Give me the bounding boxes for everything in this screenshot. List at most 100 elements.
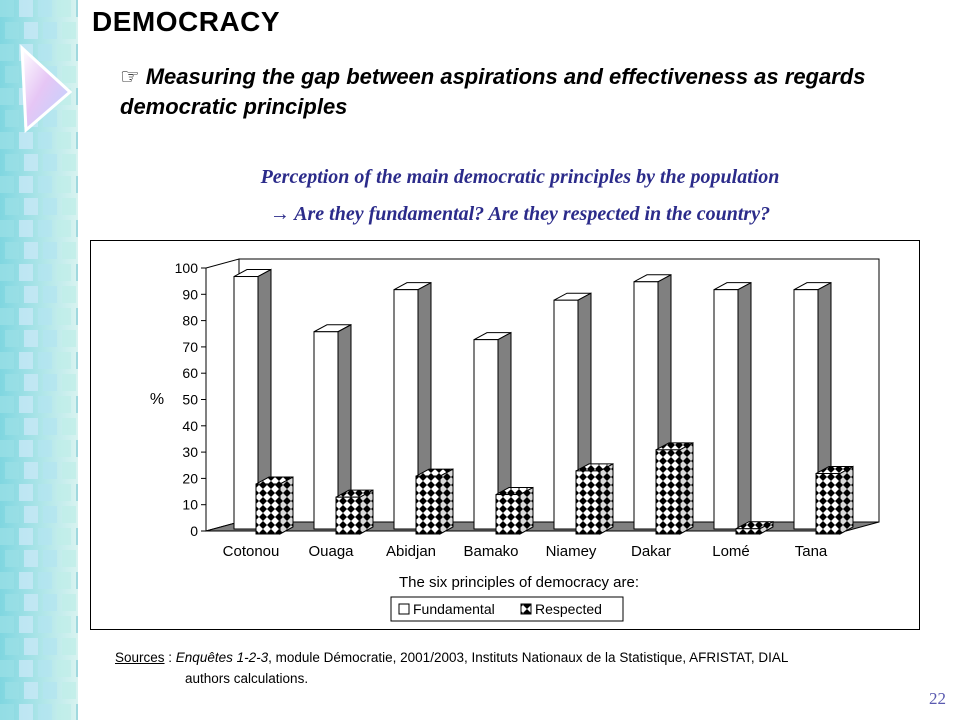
- x-tick-label: Bamako: [463, 543, 518, 560]
- sidebar-tile: [76, 660, 78, 677]
- bar-respected: [415, 475, 441, 535]
- sidebar-tile: [24, 682, 38, 699]
- sidebar-tile: [0, 176, 14, 193]
- sidebar-tile: [43, 506, 57, 523]
- bar-chart: 0 10 20 30 40 50 60 70 80 90 100 Cotonou Ouaga Abidj…: [150, 258, 880, 622]
- sidebar-tile: [57, 0, 71, 17]
- bar-fundamental: [713, 289, 739, 530]
- sidebar-tile: [0, 264, 14, 281]
- page-number: 22: [929, 689, 946, 708]
- x-tick-label: Lomé: [712, 543, 750, 560]
- sidebar-tile: [76, 44, 78, 61]
- sidebar-tile: [24, 286, 38, 303]
- y-tick-label: 0: [190, 523, 198, 539]
- sidebar-tile: [5, 198, 19, 215]
- sidebar-tile: [19, 572, 33, 589]
- sidebar-tile: [62, 198, 76, 215]
- sidebar-tile: [57, 660, 71, 677]
- sidebar-tile: [57, 396, 71, 413]
- chart-floor: [205, 521, 880, 532]
- sidebar-tile: [5, 330, 19, 347]
- sidebar-tile: [24, 462, 38, 479]
- sidebar-tile: [0, 572, 14, 589]
- bar-respected: [655, 449, 681, 535]
- x-tick-label: Ouaga: [308, 543, 354, 560]
- page-subtitle: ☞ Measuring the gap between aspirations a…: [120, 62, 940, 122]
- sidebar-tile: [38, 308, 52, 325]
- chart-frame: 0 10 20 30 40 50 60 70 80 90 100 Cotonou Ouaga Abidj…: [90, 240, 920, 630]
- sidebar-tile: [62, 594, 76, 611]
- sidebar-tile: [5, 462, 19, 479]
- sidebar-tile: [19, 440, 33, 457]
- sidebar-tile: [57, 44, 71, 61]
- sidebar-tile: [43, 682, 57, 699]
- sidebar-tile: [38, 440, 52, 457]
- chart-caption-line1: Perception of the main democratic princi…: [260, 166, 780, 188]
- sidebar-tile: [0, 484, 14, 501]
- sidebar-tile: [5, 506, 19, 523]
- sidebar-tile: [38, 484, 52, 501]
- sidebar-tile: [38, 572, 52, 589]
- sidebar-tile: [57, 132, 71, 149]
- bar-respected-side: [839, 465, 854, 535]
- sidebar-tile: [43, 550, 57, 567]
- sidebar-tile: [5, 682, 19, 699]
- bar-fundamental: [313, 331, 339, 530]
- bar-respected-side: [519, 486, 534, 535]
- sidebar-tile: [24, 594, 38, 611]
- sidebar-tile: [19, 176, 33, 193]
- sources-survey-name: Enquêtes 1-2-3: [175, 650, 269, 665]
- sidebar-tile: [38, 616, 52, 633]
- sidebar-tile: [43, 594, 57, 611]
- sidebar-tile: [57, 440, 71, 457]
- chart-legend: Fundamental Respected: [390, 596, 624, 622]
- sidebar-tile: [19, 484, 33, 501]
- sidebar-tile: [19, 132, 33, 149]
- sidebar-mosaic: [0, 0, 78, 720]
- sidebar-tile: [19, 528, 33, 545]
- y-tick-label: 30: [182, 444, 198, 460]
- sidebar-tile: [24, 374, 38, 391]
- y-tick-label: 10: [182, 497, 198, 513]
- sidebar-tile: [0, 0, 14, 17]
- bar-respected: [495, 494, 521, 535]
- arrow-logo-icon: [20, 44, 73, 134]
- sidebar-tile: [5, 154, 19, 171]
- sidebar-tile: [19, 704, 33, 720]
- sidebar-tile: [43, 638, 57, 655]
- sidebar-tile: [62, 330, 76, 347]
- arrow-right-icon: →: [269, 203, 290, 225]
- sidebar-tile: [57, 616, 71, 633]
- pointing-hand-icon: ☞: [120, 64, 140, 89]
- sidebar-tile: [38, 176, 52, 193]
- sidebar-tile: [76, 220, 78, 237]
- bar-respected-side: [439, 468, 454, 535]
- sidebar-tile: [57, 176, 71, 193]
- sidebar-tile: [24, 22, 38, 39]
- sidebar-tile: [43, 330, 57, 347]
- sidebar-tile: [76, 396, 78, 413]
- chart-caption-line2: → Are they fundamental? Are they respect…: [90, 203, 950, 226]
- sidebar-tile: [24, 638, 38, 655]
- page-title: DEMOCRACY: [92, 6, 281, 37]
- sidebar-tile: [76, 308, 78, 325]
- sidebar-tile: [43, 462, 57, 479]
- y-tick-label: 100: [175, 260, 199, 276]
- sidebar-tile: [76, 176, 78, 193]
- sidebar-tile: [57, 572, 71, 589]
- sidebar-tile: [57, 704, 71, 720]
- bar-fundamental: [393, 289, 419, 530]
- y-tick-label: 60: [182, 365, 198, 381]
- sidebar-tile: [0, 704, 14, 720]
- sidebar-tile: [57, 352, 71, 369]
- sources-note: Sources : Enquêtes 1-2-3, module Démocra…: [115, 650, 788, 665]
- y-tick-label: 50: [182, 392, 198, 408]
- bar-fundamental: [793, 289, 819, 530]
- sidebar-tile: [62, 110, 76, 127]
- x-tick-label: Cotonou: [223, 543, 280, 560]
- bar-fundamental: [553, 299, 579, 530]
- sidebar-tile: [24, 506, 38, 523]
- sidebar-tile: [43, 22, 57, 39]
- sidebar-tile: [38, 352, 52, 369]
- sidebar-tile: [0, 528, 14, 545]
